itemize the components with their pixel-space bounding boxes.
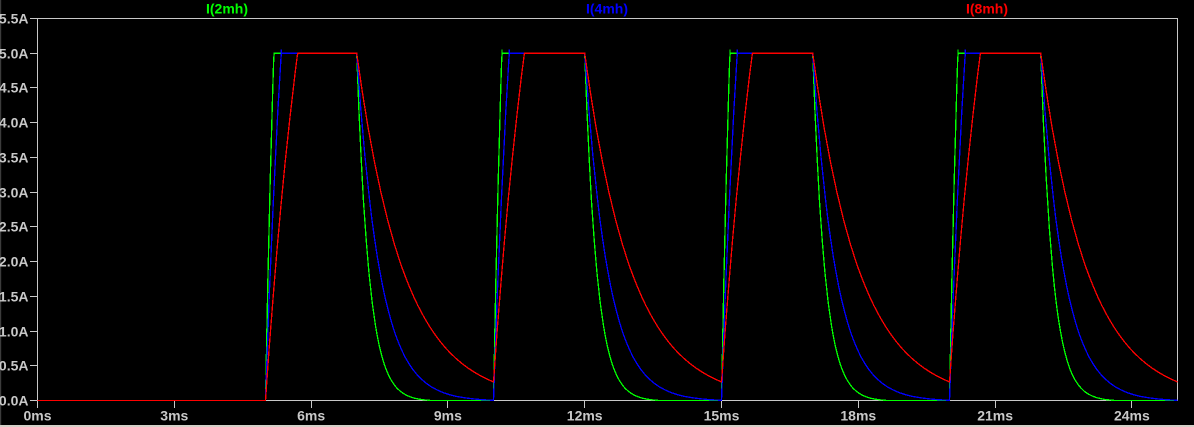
svg-text:I(4mh): I(4mh) bbox=[586, 1, 628, 17]
svg-text:0.5A: 0.5A bbox=[0, 358, 29, 374]
svg-text:3.5A: 3.5A bbox=[0, 150, 29, 166]
svg-text:2.0A: 2.0A bbox=[0, 254, 29, 270]
svg-text:5.0A: 5.0A bbox=[0, 46, 29, 62]
svg-text:5.5A: 5.5A bbox=[0, 11, 29, 27]
svg-text:6ms: 6ms bbox=[297, 408, 325, 424]
svg-text:3.0A: 3.0A bbox=[0, 185, 29, 201]
svg-text:0.0A: 0.0A bbox=[0, 393, 29, 409]
svg-text:I(2mh): I(2mh) bbox=[206, 1, 248, 17]
svg-text:4.0A: 4.0A bbox=[0, 115, 29, 131]
svg-text:24ms: 24ms bbox=[1114, 408, 1150, 424]
svg-text:4.5A: 4.5A bbox=[0, 80, 29, 96]
svg-text:12ms: 12ms bbox=[567, 408, 603, 424]
svg-text:0ms: 0ms bbox=[23, 408, 51, 424]
svg-text:9ms: 9ms bbox=[434, 408, 462, 424]
svg-text:18ms: 18ms bbox=[840, 408, 876, 424]
svg-text:2.5A: 2.5A bbox=[0, 219, 29, 235]
svg-text:1.5A: 1.5A bbox=[0, 289, 29, 305]
svg-text:15ms: 15ms bbox=[704, 408, 740, 424]
svg-text:21ms: 21ms bbox=[977, 408, 1013, 424]
svg-text:1.0A: 1.0A bbox=[0, 324, 29, 340]
svg-text:3ms: 3ms bbox=[160, 408, 188, 424]
svg-text:I(8mh): I(8mh) bbox=[966, 1, 1008, 17]
